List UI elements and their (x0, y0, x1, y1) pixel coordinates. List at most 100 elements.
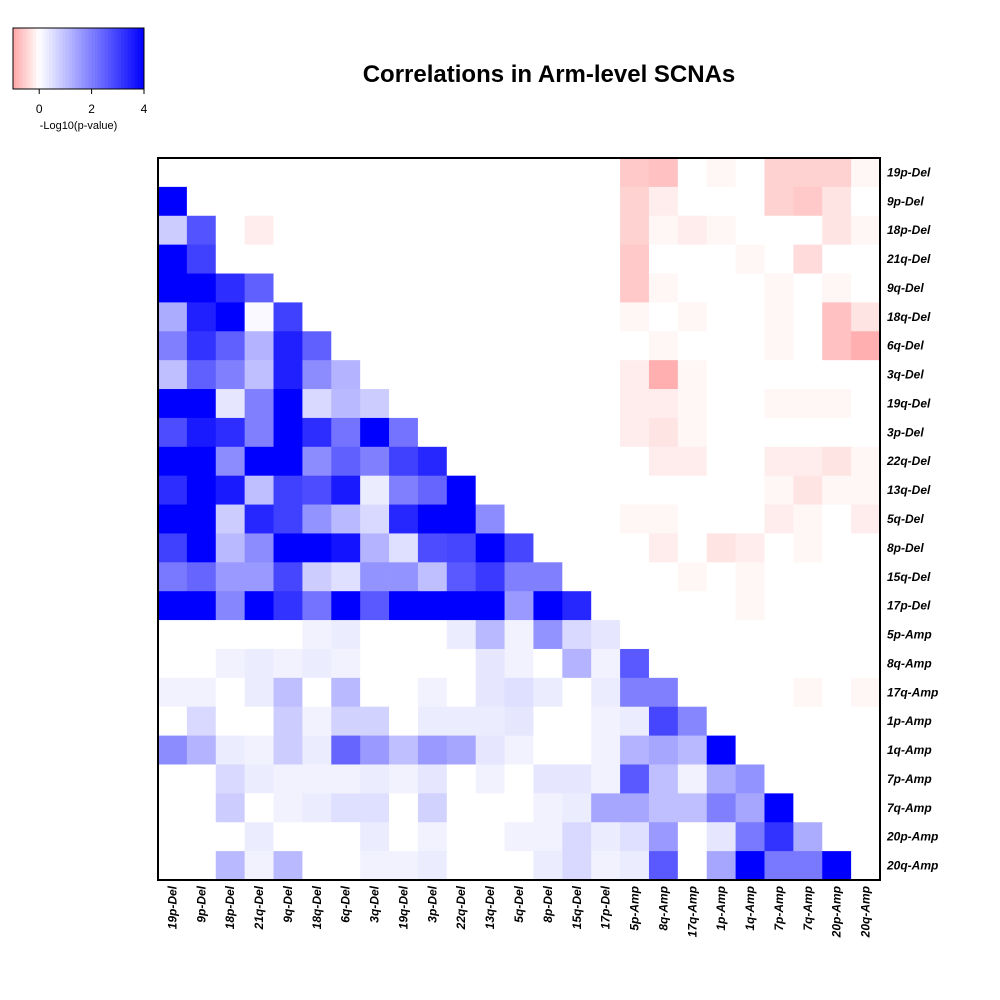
heatmap-cell (706, 533, 736, 563)
heatmap-cell (331, 504, 361, 534)
heatmap-cell (417, 562, 448, 592)
heatmap-cell (186, 446, 217, 477)
heatmap-cell (562, 360, 592, 390)
heatmap-cell (244, 475, 274, 505)
heatmap-cell (735, 475, 765, 505)
heatmap-cell (591, 504, 621, 534)
heatmap-cell (764, 562, 794, 592)
heatmap-cell (244, 302, 274, 332)
heatmap-cell (648, 446, 679, 477)
heatmap-cell (331, 851, 361, 881)
heatmap-cell (186, 677, 217, 708)
heatmap-cell (158, 851, 188, 881)
heatmap-cell (793, 331, 823, 361)
heatmap-cell (360, 533, 390, 563)
heatmap-cell (417, 793, 448, 823)
heatmap-cell (273, 417, 303, 448)
heatmap-cell (273, 620, 303, 650)
heatmap-cell (273, 186, 303, 217)
heatmap-cell (677, 475, 708, 505)
heatmap-cell (446, 186, 477, 217)
heatmap-cell (417, 620, 448, 650)
heatmap-cell (735, 273, 765, 303)
row-label: 17p-Del (887, 599, 931, 613)
heatmap-cell (158, 273, 188, 303)
heatmap-cell (793, 620, 823, 650)
heatmap-cell (648, 620, 679, 650)
legend-swatch (35, 28, 40, 89)
heatmap-cell (735, 504, 765, 534)
heatmap-cell (677, 764, 708, 794)
heatmap-cell (475, 389, 505, 419)
heatmap-cell (158, 446, 188, 477)
heatmap-cell (562, 533, 592, 563)
column-label: 7q-Amp (801, 886, 815, 931)
heatmap-cell (562, 793, 592, 823)
heatmap-cell (215, 475, 246, 505)
heatmap-cell (331, 793, 361, 823)
heatmap-cell (215, 302, 246, 332)
heatmap-cell (186, 591, 217, 621)
heatmap-cell (533, 648, 563, 679)
heatmap-cell (273, 215, 303, 246)
legend-swatch (81, 28, 86, 89)
heatmap-cell (446, 273, 477, 303)
heatmap-cell (504, 244, 534, 274)
heatmap-cell (186, 648, 217, 679)
heatmap-cell (677, 302, 708, 332)
heatmap-cell (562, 244, 592, 274)
heatmap-cell (562, 475, 592, 505)
heatmap-cell (533, 677, 563, 708)
heatmap-cell (360, 417, 390, 448)
heatmap-cell (764, 389, 794, 419)
heatmap-cell (735, 533, 765, 563)
heatmap-cell (475, 735, 505, 765)
heatmap-cell (735, 215, 765, 246)
heatmap-cell (677, 504, 708, 534)
row-label: 20q-Amp (886, 859, 938, 873)
heatmap-cell (215, 244, 246, 274)
heatmap-cell (822, 851, 852, 881)
heatmap-cell (158, 706, 188, 736)
legend-swatch (16, 28, 20, 89)
heatmap-cell (273, 302, 303, 332)
heatmap-cell (620, 273, 650, 303)
heatmap-cell (851, 822, 881, 852)
heatmap-cell (562, 591, 592, 621)
heatmap-cell (244, 389, 274, 419)
legend-swatch (39, 28, 43, 89)
heatmap-cell (186, 360, 217, 390)
heatmap-cell (562, 620, 592, 650)
heatmap-cell (417, 648, 448, 679)
heatmap-cell (360, 764, 390, 794)
heatmap-cell (822, 822, 852, 852)
heatmap-cell (793, 273, 823, 303)
row-label: 8p-Del (887, 541, 924, 555)
heatmap-cell (764, 417, 794, 448)
heatmap-cells (158, 158, 881, 881)
heatmap-cell (620, 302, 650, 332)
legend-swatch (94, 28, 99, 89)
heatmap-cell (706, 215, 736, 246)
heatmap-cell (851, 158, 881, 188)
column-label: 13q-Del (483, 885, 497, 929)
heatmap-cell (764, 360, 794, 390)
heatmap-cell (533, 244, 563, 274)
heatmap-cell (851, 851, 881, 881)
heatmap-cell (158, 620, 188, 650)
heatmap-cell (735, 677, 765, 708)
heatmap-cell (389, 389, 419, 419)
column-label: 20q-Amp (859, 886, 873, 938)
legend-swatch (137, 28, 142, 89)
heatmap-cell (389, 793, 419, 823)
heatmap-cell (244, 648, 274, 679)
heatmap-cell (677, 793, 708, 823)
column-label: 9q-Del (281, 885, 295, 922)
row-label: 20p-Amp (886, 830, 938, 844)
heatmap-cell (215, 620, 246, 650)
heatmap-cell (302, 360, 332, 390)
heatmap-cell (244, 677, 274, 708)
heatmap-cell (648, 417, 679, 448)
heatmap-cell (648, 764, 679, 794)
heatmap-cell (186, 562, 217, 592)
